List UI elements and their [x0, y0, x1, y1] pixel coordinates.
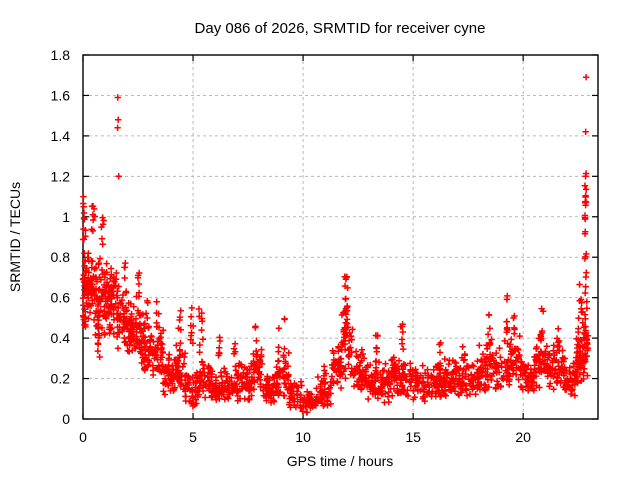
- x-tick-label: 20: [515, 429, 531, 445]
- tick-labels: 0 5 10 15 20 0 0.2 0.4 0.6 0.8 1 1.2 1.4 1.6 1.8: [51, 47, 532, 445]
- x-axis-label: GPS time / hours: [287, 453, 394, 469]
- y-tick-label: 1.6: [51, 87, 71, 103]
- y-axis-label: SRMTID / TECUs: [7, 182, 23, 292]
- data-points-layer: [79, 74, 592, 416]
- y-tick-label: 1.2: [51, 168, 71, 184]
- y-tick-label: 1.4: [51, 128, 71, 144]
- y-tick-label: 0.6: [51, 290, 71, 306]
- x-tick-label: 15: [405, 429, 421, 445]
- y-tick-label: 0: [62, 411, 70, 427]
- x-tick-label: 10: [295, 429, 311, 445]
- data-points: [79, 74, 592, 416]
- y-tick-label: 0.4: [51, 330, 71, 346]
- x-tick-label: 0: [79, 429, 87, 445]
- x-tick-label: 5: [189, 429, 197, 445]
- gridlines: [83, 55, 598, 419]
- y-tick-label: 0.2: [51, 371, 71, 387]
- y-tick-label: 1.8: [51, 47, 71, 63]
- y-tick-label: 0.8: [51, 249, 71, 265]
- y-tick-label: 1: [62, 209, 70, 225]
- chart-title: Day 086 of 2026, SRMTID for receiver cyn…: [195, 20, 486, 37]
